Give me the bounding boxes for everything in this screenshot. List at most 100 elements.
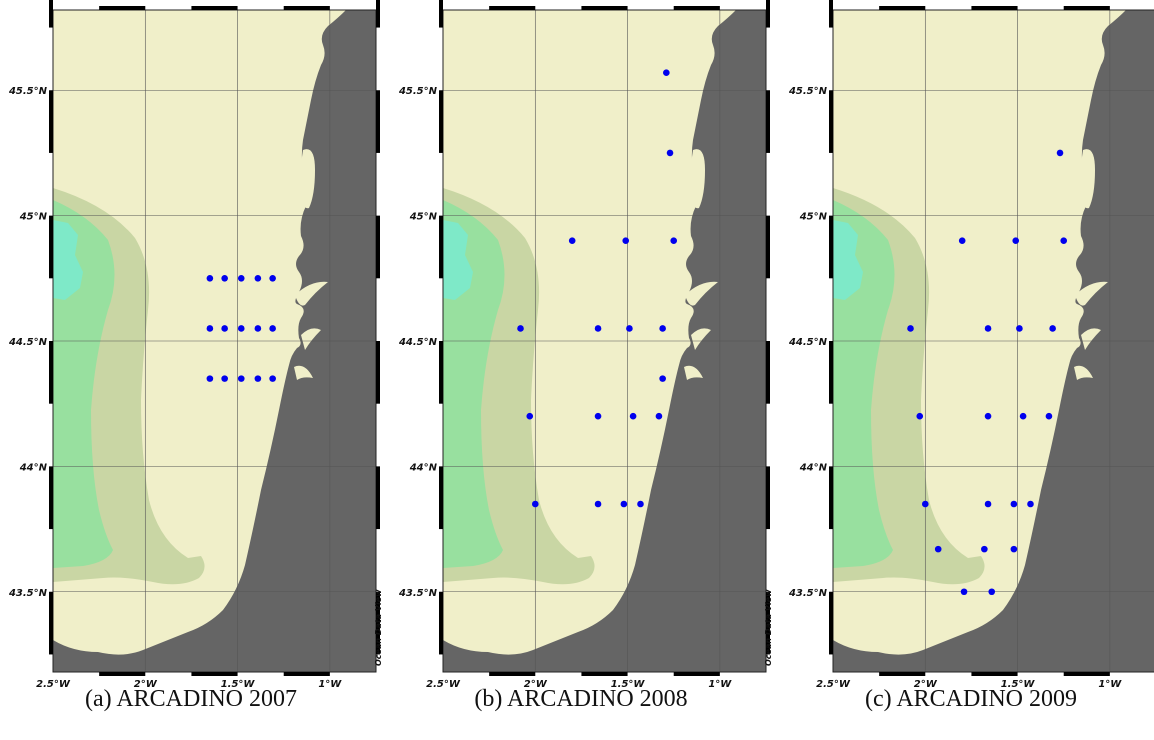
station-marker xyxy=(594,412,602,420)
station-marker xyxy=(1010,500,1018,508)
latitude-label: 44°N xyxy=(409,462,438,473)
frame-bar xyxy=(766,0,770,28)
longitude-label: 1°W xyxy=(318,679,342,690)
lagoon xyxy=(1081,328,1101,350)
map-svg: 45.5°N 45°N 44.5°N 44°N 43.5°N 2.5°W 2°W 1.5°W 1… xyxy=(8,0,382,690)
panel-caption: (a) ARCADINO 2007 xyxy=(85,686,297,712)
station-marker xyxy=(1060,237,1068,244)
frame-bar xyxy=(99,6,146,10)
station-marker xyxy=(620,500,628,508)
station-marker xyxy=(269,375,276,382)
lagoon xyxy=(1075,281,1108,306)
land-mass xyxy=(443,10,766,672)
panel-caption: (b) ARCADINO 2008 xyxy=(474,686,688,712)
land-mass xyxy=(53,10,376,672)
station-marker xyxy=(269,325,276,332)
station-marker xyxy=(254,375,262,382)
longitude-label: 2.5°W xyxy=(816,679,851,690)
station-marker xyxy=(1045,412,1053,420)
lagoon xyxy=(295,281,328,306)
frame-bar xyxy=(971,6,1018,10)
latitude-label: 45°N xyxy=(409,212,438,223)
station-marker xyxy=(670,237,678,244)
latitude-label: 43.5°N xyxy=(398,588,438,599)
station-marker xyxy=(1019,412,1027,420)
longitude-label: 1°W xyxy=(708,679,732,690)
lagoon xyxy=(1074,365,1093,380)
frame-bar xyxy=(829,466,833,530)
station-marker xyxy=(916,412,924,420)
longitude-label: 2.5°W xyxy=(426,679,461,690)
station-marker xyxy=(934,545,942,553)
bathymetry-group xyxy=(443,10,766,672)
station-marker xyxy=(594,325,602,332)
longitude-label: 1.5°W xyxy=(221,679,256,690)
station-marker xyxy=(988,588,996,596)
station-marker xyxy=(921,500,929,508)
station-marker xyxy=(663,69,670,76)
station-marker xyxy=(1016,325,1023,332)
abyssal-plain xyxy=(833,220,863,300)
ocean-data-view-credit: Ocean Data View xyxy=(374,589,382,666)
frame-bar xyxy=(879,672,926,676)
latitude-label: 44.5°N xyxy=(788,337,828,348)
latitude-label: 44.5°N xyxy=(8,337,48,348)
station-marker xyxy=(221,375,228,382)
lagoon xyxy=(690,149,705,209)
frame-bar xyxy=(376,341,380,404)
frame-bar xyxy=(829,591,833,655)
frame-bar xyxy=(49,215,53,279)
station-marker xyxy=(637,500,644,508)
longitude-label: 2°W xyxy=(134,679,158,690)
lagoon xyxy=(1080,149,1095,209)
frame-bar xyxy=(581,672,628,676)
frame-bar xyxy=(439,591,443,655)
longitude-label: 1°W xyxy=(1098,679,1122,690)
frame-bar xyxy=(766,215,770,279)
station-marker xyxy=(666,149,674,157)
station-marker xyxy=(984,412,992,420)
lagoon xyxy=(685,281,718,306)
map-svg: 45.5°N 45°N 44.5°N 44°N 43.5°N 2.5°W 2°W 1.5°W 1… xyxy=(398,0,772,690)
station-marker xyxy=(981,545,988,553)
station-marker xyxy=(960,588,968,596)
frame-bar xyxy=(439,0,443,28)
frame-bar xyxy=(191,672,238,676)
frame-bar xyxy=(829,215,833,279)
station-marker xyxy=(269,275,276,282)
station-marker xyxy=(526,412,534,420)
frame-bar xyxy=(766,591,770,655)
station-marker xyxy=(1049,325,1056,332)
station-marker xyxy=(254,325,262,332)
station-marker xyxy=(1012,237,1020,244)
frame-bar xyxy=(376,90,380,153)
lagoon xyxy=(691,328,711,350)
latitude-label: 44.5°N xyxy=(398,337,438,348)
station-marker xyxy=(659,375,666,382)
bathymetry-group xyxy=(833,10,1154,672)
longitude-label: 1.5°W xyxy=(1001,679,1036,690)
latitude-label: 45.5°N xyxy=(8,86,48,97)
latitude-label: 45°N xyxy=(19,212,48,223)
frame-bar xyxy=(673,6,720,10)
frame-bar xyxy=(376,215,380,279)
frame-bar xyxy=(439,466,443,530)
station-marker xyxy=(659,325,666,332)
station-marker xyxy=(984,500,992,508)
frame-bar xyxy=(673,672,720,676)
station-marker xyxy=(1027,500,1034,508)
latitude-label: 44°N xyxy=(799,462,828,473)
frame-bar xyxy=(829,90,833,153)
map-panel-2008: 45.5°N 45°N 44.5°N 44°N 43.5°N 2.5°W 2°W 1.5°W 1… xyxy=(390,0,772,740)
frame-bar xyxy=(49,466,53,530)
station-marker xyxy=(237,325,245,332)
map-panel-2009: 45.5°N 45°N 44.5°N 44°N 43.5°N 2.5°W 2°W 1.5°W 1… xyxy=(780,0,1154,740)
longitude-label: 2°W xyxy=(524,679,548,690)
station-marker xyxy=(206,275,214,282)
frame-bar xyxy=(283,6,330,10)
latitude-label: 43.5°N xyxy=(8,588,48,599)
station-marker xyxy=(1056,149,1064,157)
longitude-label: 2.5°W xyxy=(36,679,71,690)
station-marker xyxy=(206,325,214,332)
station-marker xyxy=(206,375,214,382)
